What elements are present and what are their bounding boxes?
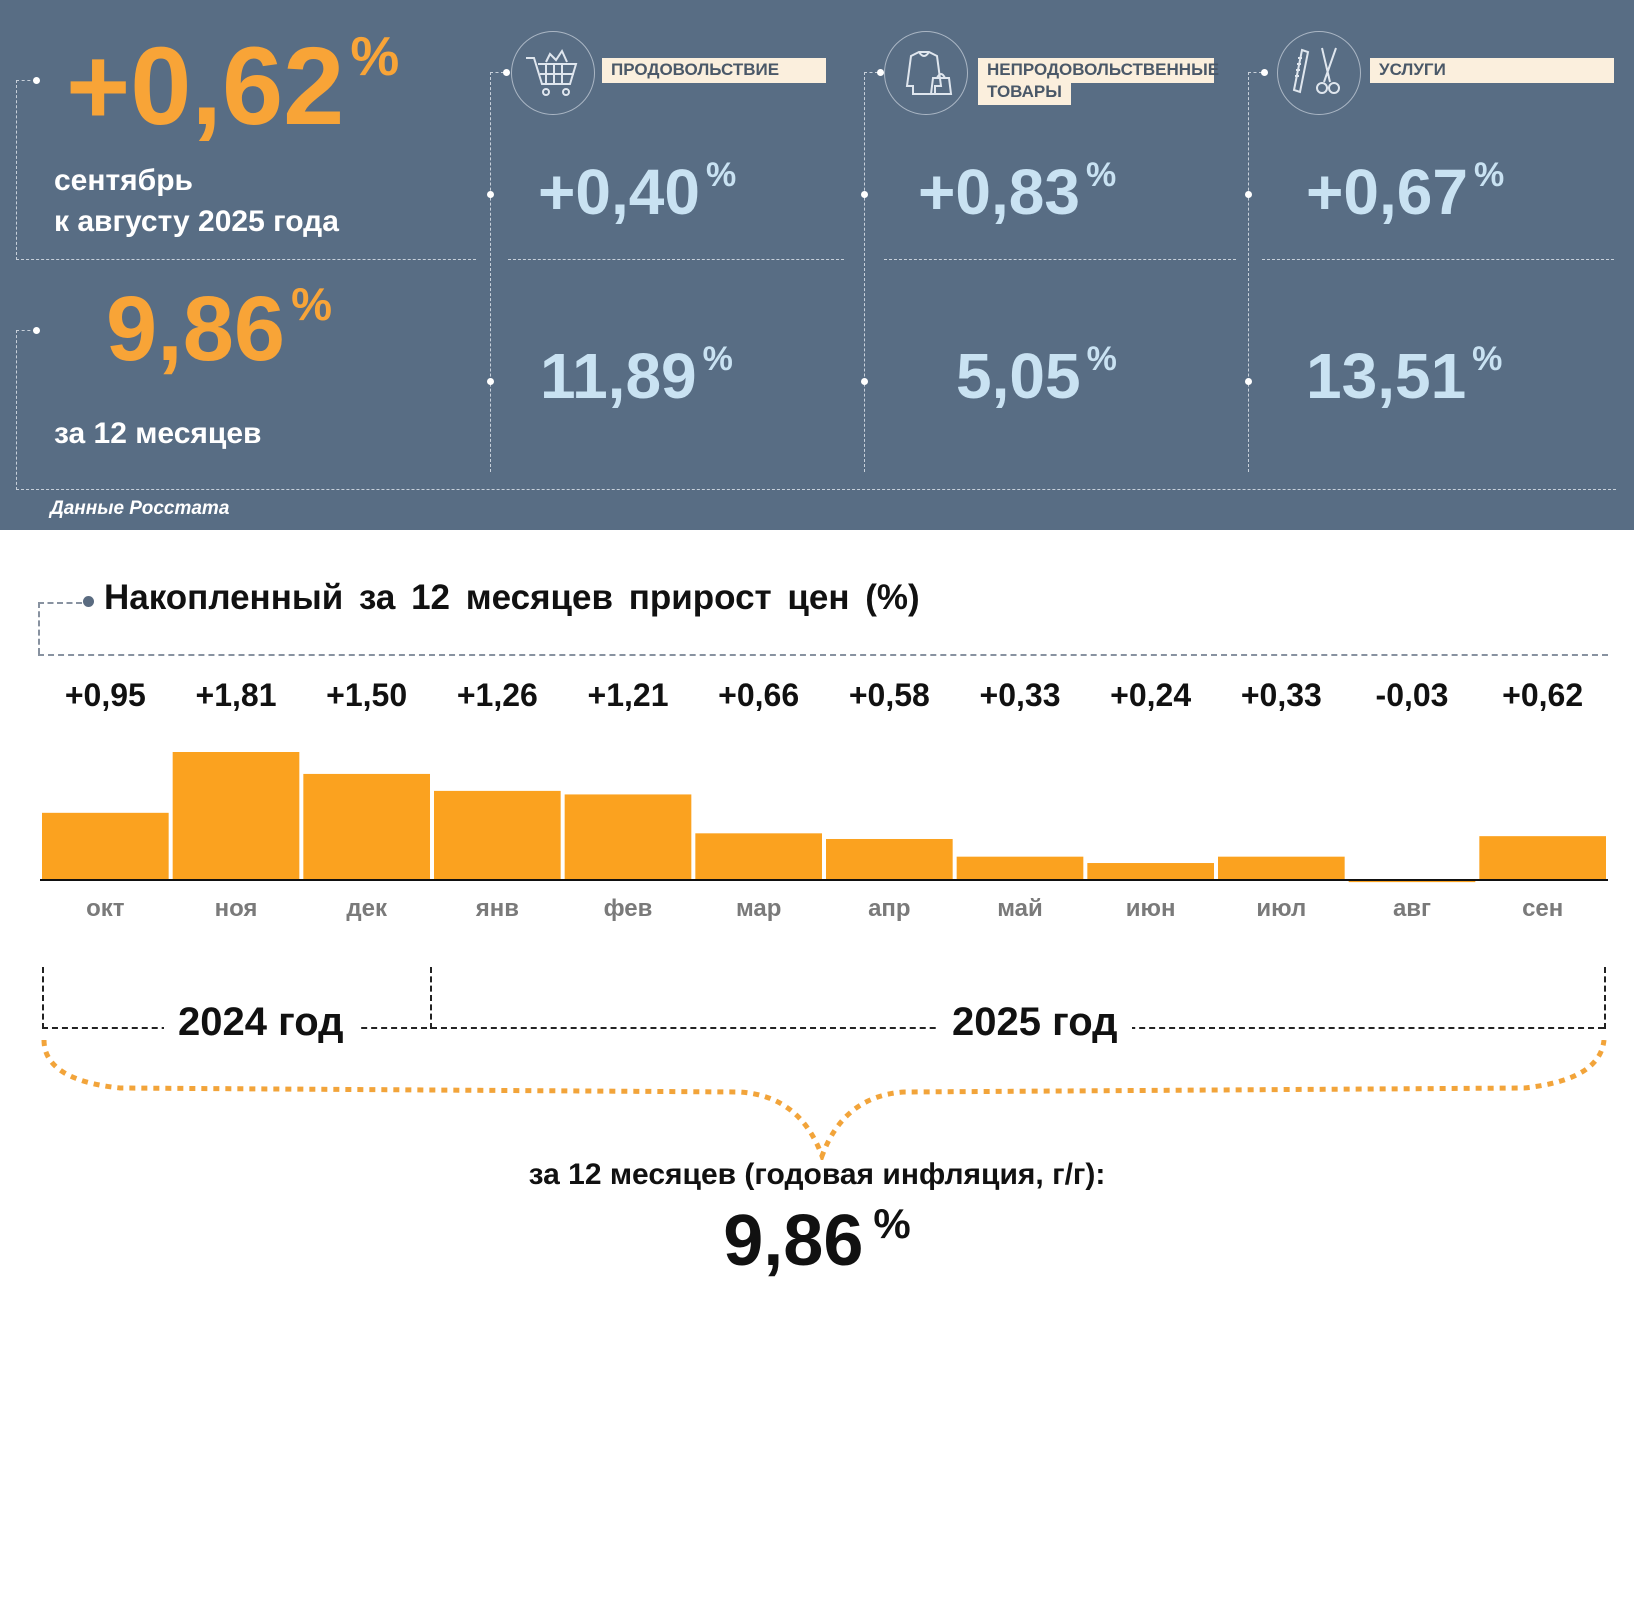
bar-value-label: +1,21	[588, 677, 669, 713]
frame-line	[864, 72, 865, 472]
x-tick-label: авг	[1393, 895, 1431, 922]
bar-мар	[695, 833, 822, 880]
x-tick-label: апр	[868, 895, 911, 922]
bar-сен	[1479, 836, 1606, 880]
category-label-services: УСЛУГИ	[1370, 58, 1614, 83]
bar-value-label: +1,81	[196, 677, 277, 713]
bar-value-label: +0,33	[1241, 677, 1322, 713]
nonfood-monthly-value: +0,83%	[918, 156, 1117, 228]
bar-дек	[303, 773, 430, 880]
frame-line	[508, 259, 844, 260]
x-tick-label: дек	[346, 895, 388, 922]
bar-июл	[1218, 856, 1345, 880]
inflation-summary-panel: +0,62% сентябрь к августу 2025 года 9,86%…	[0, 0, 1634, 530]
bar-value-label: +0,58	[849, 677, 930, 713]
bar-value-label: +0,66	[718, 677, 799, 713]
chart-title: Накопленный за 12 месяцев прирост цен (%…	[104, 578, 920, 617]
marker-dot	[1261, 69, 1268, 76]
shopping-cart-icon	[511, 31, 595, 115]
nonfood-annual-value: 5,05%	[956, 340, 1117, 412]
x-tick-label: фев	[604, 895, 653, 922]
x-tick-label: ноя	[215, 895, 258, 922]
frame-line	[490, 72, 504, 73]
monthly-inflation-bar-chart: +0,95 окт +1,81 ноя +1,50 дек +1,26 янв +1,21 фев…	[40, 677, 1608, 922]
x-tick-label: июл	[1256, 895, 1306, 922]
bar-value-label: -0,03	[1376, 677, 1449, 713]
source-note: Данные Росстата	[50, 498, 230, 519]
annual-brace	[41, 1040, 1607, 1160]
x-tick-label: июн	[1126, 895, 1176, 922]
frame-line	[16, 80, 36, 81]
bar-value-label: +1,50	[326, 677, 407, 713]
annual-summary-value: 9,86%	[723, 1200, 911, 1281]
marker-dot	[1245, 191, 1252, 198]
monthly-inflation-label: сентябрь к августу 2025 года	[54, 164, 339, 239]
frame-line	[884, 259, 1236, 260]
food-monthly-value: +0,40%	[538, 156, 737, 228]
frame-line	[864, 72, 878, 73]
bar-янв	[434, 790, 561, 880]
annual-inflation-value: 9,86%	[106, 277, 332, 380]
bar-value-label: +0,95	[65, 677, 146, 713]
services-annual-value: 13,51%	[1306, 340, 1503, 412]
x-tick-label: янв	[475, 895, 519, 922]
marker-dot	[861, 378, 868, 385]
frame-line	[16, 259, 476, 260]
frame-line	[1248, 72, 1262, 73]
bar-value-label: +0,62	[1502, 677, 1583, 713]
food-annual-value: 11,89%	[540, 340, 733, 412]
bar-value-label: +1,26	[457, 677, 538, 713]
marker-dot	[503, 69, 510, 76]
monthly-inflation-value: +0,62%	[66, 25, 400, 148]
frame-line	[16, 330, 17, 490]
bar-авг	[1348, 880, 1476, 883]
annual-summary-label: за 12 месяцев (годовая инфляция, г/г):	[528, 1158, 1106, 1191]
frame-line	[490, 72, 491, 472]
x-tick-label: мар	[736, 895, 781, 922]
category-label-nonfood-line2: ТОВАРЫ	[978, 80, 1071, 105]
bar-value-label: +0,33	[980, 677, 1061, 713]
clothing-icon	[884, 31, 968, 115]
year-label-2024: 2024 год	[164, 1000, 358, 1045]
x-tick-label: окт	[86, 895, 125, 922]
year-label-2025: 2025 год	[938, 1000, 1132, 1045]
category-label-food: ПРОДОВОЛЬСТВИЕ	[602, 58, 826, 83]
marker-dot	[861, 191, 868, 198]
frame-line	[1248, 72, 1249, 472]
marker-dot	[33, 327, 40, 334]
frame-line	[1262, 259, 1614, 260]
scissors-comb-icon	[1277, 31, 1361, 115]
marker-dot	[33, 77, 40, 84]
bar-ноя	[172, 752, 300, 880]
bar-май	[956, 856, 1084, 880]
bar-окт	[42, 812, 169, 880]
marker-dot	[487, 191, 494, 198]
frame-line	[16, 489, 1616, 490]
category-label-nonfood: НЕПРОДОВОЛЬСТВЕННЫЕ	[978, 58, 1219, 83]
bar-июн	[1087, 863, 1214, 880]
services-monthly-value: +0,67%	[1306, 156, 1505, 228]
bar-фев	[564, 794, 692, 880]
marker-dot	[877, 69, 884, 76]
marker-dot	[487, 378, 494, 385]
x-tick-label: сен	[1522, 895, 1563, 922]
frame-line	[16, 330, 36, 331]
bar-апр	[826, 838, 953, 880]
annual-inflation-label: за 12 месяцев	[54, 417, 262, 450]
bar-value-label: +0,24	[1110, 677, 1191, 713]
frame-line	[16, 80, 17, 260]
x-tick-label: май	[997, 895, 1043, 922]
marker-dot	[1245, 378, 1252, 385]
